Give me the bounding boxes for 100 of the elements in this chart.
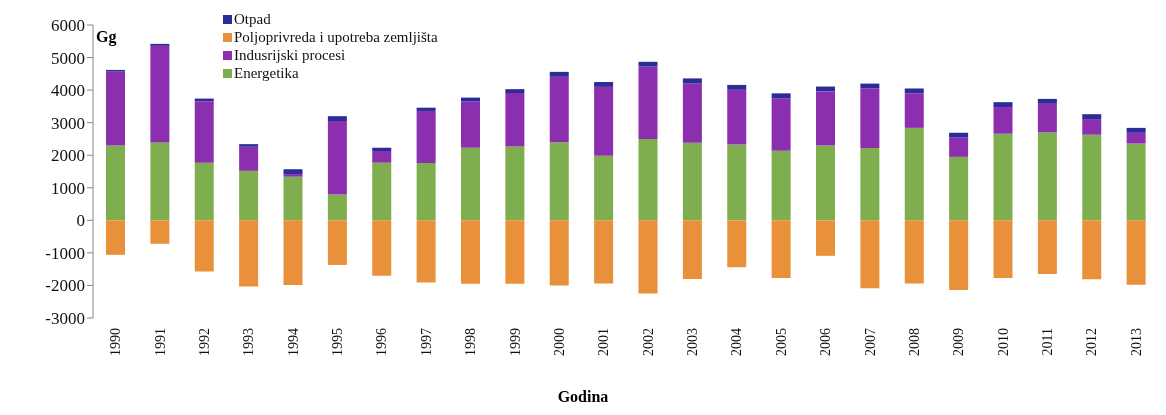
- bar: [816, 145, 835, 221]
- bar: [327, 116, 347, 122]
- bar: [239, 220, 259, 287]
- bar: [283, 169, 303, 175]
- bar: [461, 147, 480, 221]
- bar: [106, 71, 125, 146]
- y-tick-label: 1000: [51, 178, 85, 198]
- x-tick-label: 1991: [152, 328, 168, 356]
- bar: [372, 147, 392, 151]
- bar: [1126, 220, 1146, 285]
- bar: [283, 220, 303, 286]
- bar: [949, 156, 969, 221]
- y-tick-label: 0: [76, 211, 85, 231]
- bar: [771, 150, 791, 221]
- y-tick-label: -1000: [45, 243, 85, 263]
- bar: [904, 93, 924, 128]
- bar: [594, 81, 614, 87]
- bar: [416, 107, 436, 111]
- bar: [1126, 132, 1146, 144]
- bar: [904, 88, 924, 94]
- bar: [904, 220, 924, 284]
- bar: [194, 162, 214, 221]
- y-tick-label: 5000: [51, 48, 85, 68]
- bar: [549, 220, 569, 286]
- x-tick-label: 2002: [640, 328, 656, 356]
- bar: [327, 121, 347, 195]
- x-tick-label: 1993: [241, 328, 257, 356]
- bar: [416, 163, 436, 221]
- x-tick-label: 2011: [1040, 328, 1056, 356]
- x-tick-label: 2012: [1084, 328, 1100, 356]
- bar: [727, 144, 747, 221]
- bar: [860, 88, 880, 149]
- bar: [949, 137, 969, 157]
- bar: [549, 71, 569, 77]
- bar: [150, 142, 170, 221]
- bar: [771, 93, 791, 99]
- bar: [372, 150, 392, 163]
- bar: [239, 146, 259, 171]
- x-tick-label: 1992: [196, 328, 212, 356]
- x-tick-label: 2000: [551, 328, 567, 356]
- x-tick-label: 2004: [729, 328, 745, 356]
- bar: [860, 220, 880, 289]
- bar: [816, 220, 835, 256]
- bar: [150, 220, 170, 244]
- bar: [594, 220, 614, 284]
- y-tick-label: 6000: [51, 16, 85, 36]
- x-tick-label: 1994: [285, 328, 301, 356]
- x-tick-label: 2007: [862, 328, 878, 356]
- bar: [682, 142, 702, 221]
- x-tick-label: 2001: [596, 328, 612, 356]
- x-tick-label: 2005: [773, 328, 789, 356]
- legend-label: Energetika: [234, 64, 299, 82]
- bar: [239, 144, 259, 147]
- bar: [594, 155, 614, 221]
- bar: [993, 102, 1013, 108]
- bar: [1037, 132, 1057, 221]
- bar: [594, 86, 614, 156]
- bar: [727, 84, 747, 90]
- bar: [682, 78, 702, 84]
- bar: [194, 220, 214, 272]
- bar: [993, 107, 1013, 134]
- x-tick-label: 2003: [685, 328, 701, 356]
- bar: [461, 220, 480, 284]
- y-axis-title: Gg: [96, 28, 117, 46]
- bar: [638, 61, 658, 67]
- x-tick-label: 2013: [1128, 328, 1144, 356]
- bar: [194, 101, 214, 163]
- bar: [949, 220, 969, 290]
- bar: [549, 76, 569, 143]
- x-tick-label: 1996: [374, 328, 390, 356]
- bar: [1082, 134, 1102, 221]
- bar: [1037, 220, 1057, 275]
- bar: [1126, 127, 1146, 133]
- bar: [1126, 143, 1146, 221]
- x-tick-label: 1997: [418, 328, 434, 356]
- y-tick-label: 2000: [51, 146, 85, 166]
- bar: [372, 162, 392, 221]
- bar: [283, 176, 303, 221]
- legend-label: Otpad: [234, 10, 271, 28]
- bar: [682, 83, 702, 143]
- bar: [1082, 114, 1102, 120]
- bar: [505, 93, 525, 147]
- x-tick-label: 1995: [330, 328, 346, 356]
- bar: [1082, 220, 1102, 280]
- bar: [150, 45, 170, 143]
- y-tick-label: -3000: [45, 309, 85, 329]
- y-tick-label: -2000: [45, 276, 85, 296]
- bar: [682, 220, 702, 279]
- bar: [327, 220, 347, 265]
- bar: [904, 127, 924, 221]
- bar: [372, 220, 392, 276]
- bar: [106, 220, 125, 255]
- bar: [993, 133, 1013, 221]
- legend-label: Poljoprivreda i upotreba zemljišta: [234, 28, 438, 46]
- bar: [505, 89, 525, 94]
- bar: [1037, 103, 1057, 133]
- bar: [949, 132, 969, 138]
- bar: [638, 66, 658, 139]
- legend-label: Indusrijski procesi: [234, 46, 346, 64]
- x-tick-label: 2009: [951, 328, 967, 356]
